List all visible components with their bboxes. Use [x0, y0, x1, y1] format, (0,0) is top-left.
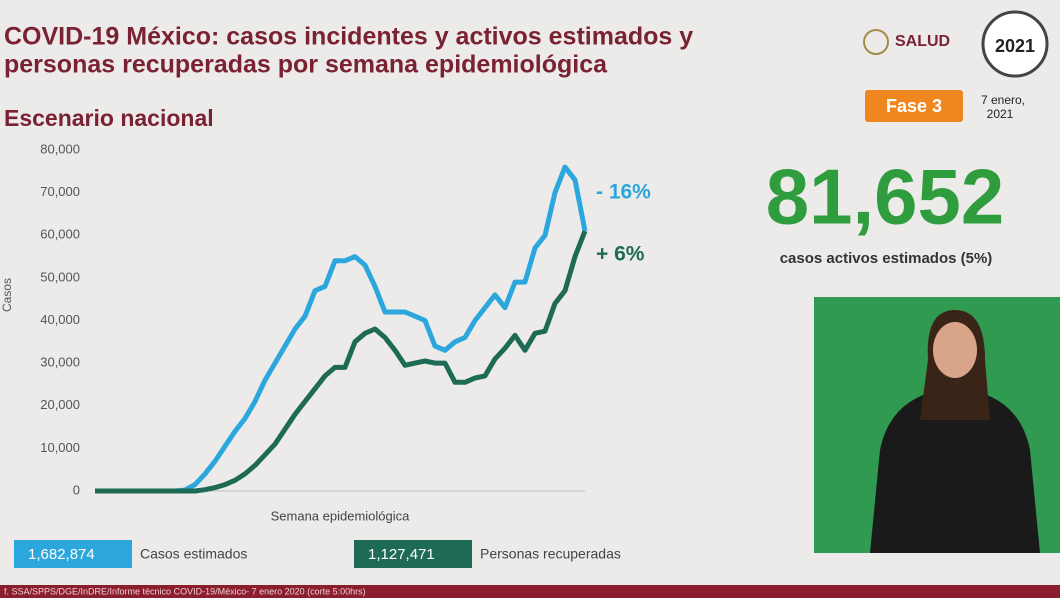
logo-text: SALUD [895, 33, 950, 50]
title-line: personas recuperadas por semana epidemio… [4, 51, 608, 79]
series-line [95, 230, 588, 494]
signer-body [870, 390, 1040, 553]
date: 7 enero, [981, 93, 1025, 107]
y-tick-label: 70,000 [40, 184, 80, 199]
legend-label: Personas recuperadas [480, 546, 621, 562]
badge-text: 2021 [995, 36, 1035, 56]
legend-total: 1,127,471 [368, 546, 435, 563]
y-tick-label: 40,000 [40, 312, 80, 327]
legend-label: Casos estimados [140, 546, 247, 562]
y-tick-label: 60,000 [40, 227, 80, 242]
y-tick-label: 0 [73, 482, 80, 497]
source: f. SSA/SPPS/DGE/InDRE/Informe técnico CO… [4, 586, 366, 596]
badge-circle [981, 10, 1049, 78]
footer-bar [0, 585, 1060, 598]
y-tick-label: 30,000 [40, 355, 80, 370]
x-axis-label: Semana epidemiológica [271, 508, 411, 523]
y-tick-label: 80,000 [40, 141, 80, 156]
legend-box [354, 540, 472, 568]
signer-face [933, 322, 977, 378]
title-line: COVID-19 México: casos incidentes y acti… [4, 23, 693, 51]
legend-box [14, 540, 132, 568]
y-tick-label: 50,000 [40, 269, 80, 284]
y-tick-label: 10,000 [40, 440, 80, 455]
y-axis-label: Casos [0, 278, 14, 312]
date: 2021 [987, 107, 1014, 121]
series-line [95, 164, 588, 494]
phase-box [865, 90, 963, 122]
legend-total: 1,682,874 [28, 546, 95, 563]
annotation: + 6% [596, 243, 645, 266]
big-caption: casos activos estimados (5%) [780, 250, 993, 267]
big-number: 81,652 [766, 153, 1005, 241]
subtitle: Escenario nacional [4, 105, 214, 131]
y-tick-label: 20,000 [40, 397, 80, 412]
annotation: - 16% [596, 181, 651, 204]
logo-emblem [863, 29, 889, 55]
phase-text: Fase 3 [886, 96, 942, 116]
